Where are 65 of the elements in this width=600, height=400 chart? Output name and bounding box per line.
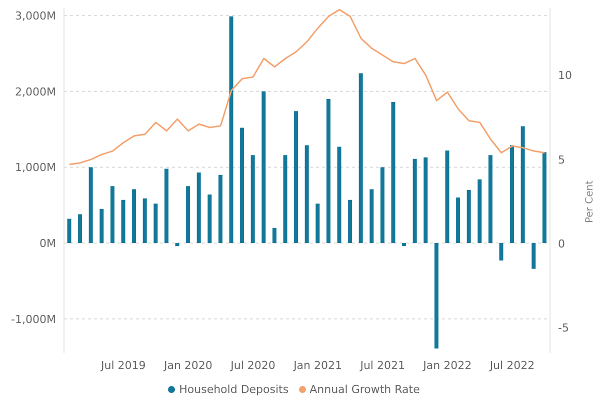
bar <box>218 174 222 244</box>
bar <box>110 186 114 244</box>
bar <box>121 200 126 244</box>
bar <box>132 189 136 244</box>
bar <box>402 243 406 246</box>
bar <box>370 189 374 244</box>
y2-axis-title: Per Cent <box>584 180 596 224</box>
y-tick-label: 3,000M <box>15 9 56 22</box>
line-series <box>68 8 546 166</box>
x-tick-label: Jan 2021 <box>292 358 342 372</box>
bar <box>164 168 168 244</box>
bar <box>466 190 471 244</box>
bar <box>445 150 450 244</box>
bar <box>272 228 276 244</box>
bar <box>316 204 320 244</box>
x-tick-label: Jul 2019 <box>100 358 146 372</box>
x-tick-label: Jul 2022 <box>488 358 535 372</box>
bar <box>88 167 93 244</box>
bar <box>542 152 546 244</box>
bar <box>240 128 244 244</box>
bar <box>196 172 201 244</box>
bar <box>337 146 342 244</box>
bar <box>142 198 147 244</box>
x-tick-label: Jul 2020 <box>230 358 276 372</box>
bar <box>67 218 72 244</box>
bar <box>348 200 352 244</box>
x-tick-label: Jul 2021 <box>359 358 405 372</box>
bar <box>358 73 363 244</box>
y2-tick-label: 0 <box>558 238 565 251</box>
x-tick-label: Jan 2022 <box>422 358 472 372</box>
bar <box>488 155 492 244</box>
bar <box>391 102 396 244</box>
bar <box>186 186 190 244</box>
bar <box>175 243 180 246</box>
y-tick-label: 1,000M <box>15 161 56 174</box>
legend-label: Annual Growth Rate <box>310 383 420 396</box>
bar <box>294 111 298 244</box>
bar <box>532 243 536 269</box>
bar <box>499 243 504 260</box>
y-tick-label: -1,000M <box>11 312 56 326</box>
bar <box>412 158 417 244</box>
y2-tick-label: 10 <box>558 69 572 82</box>
bar <box>520 126 525 244</box>
bar <box>456 198 460 244</box>
bar <box>510 145 514 244</box>
y-tick-label: 2,000M <box>15 85 56 98</box>
bar <box>100 208 104 244</box>
x-tick-label: Jan 2020 <box>162 358 212 372</box>
legend-label: Household Deposits <box>179 383 289 396</box>
bar <box>154 204 158 244</box>
bar <box>250 155 255 244</box>
bar <box>208 194 212 244</box>
bar <box>304 145 309 244</box>
y2-tick-label: -5 <box>558 322 569 335</box>
y-tick-label: 0M <box>40 236 56 250</box>
bar <box>229 16 234 244</box>
bar <box>478 179 482 244</box>
bar <box>78 214 82 244</box>
bar <box>283 155 288 244</box>
y2-tick-label: 5 <box>558 153 565 166</box>
bar <box>380 167 384 244</box>
bar <box>262 91 266 244</box>
bar <box>424 157 428 244</box>
bar <box>434 243 438 348</box>
bar <box>326 98 330 244</box>
